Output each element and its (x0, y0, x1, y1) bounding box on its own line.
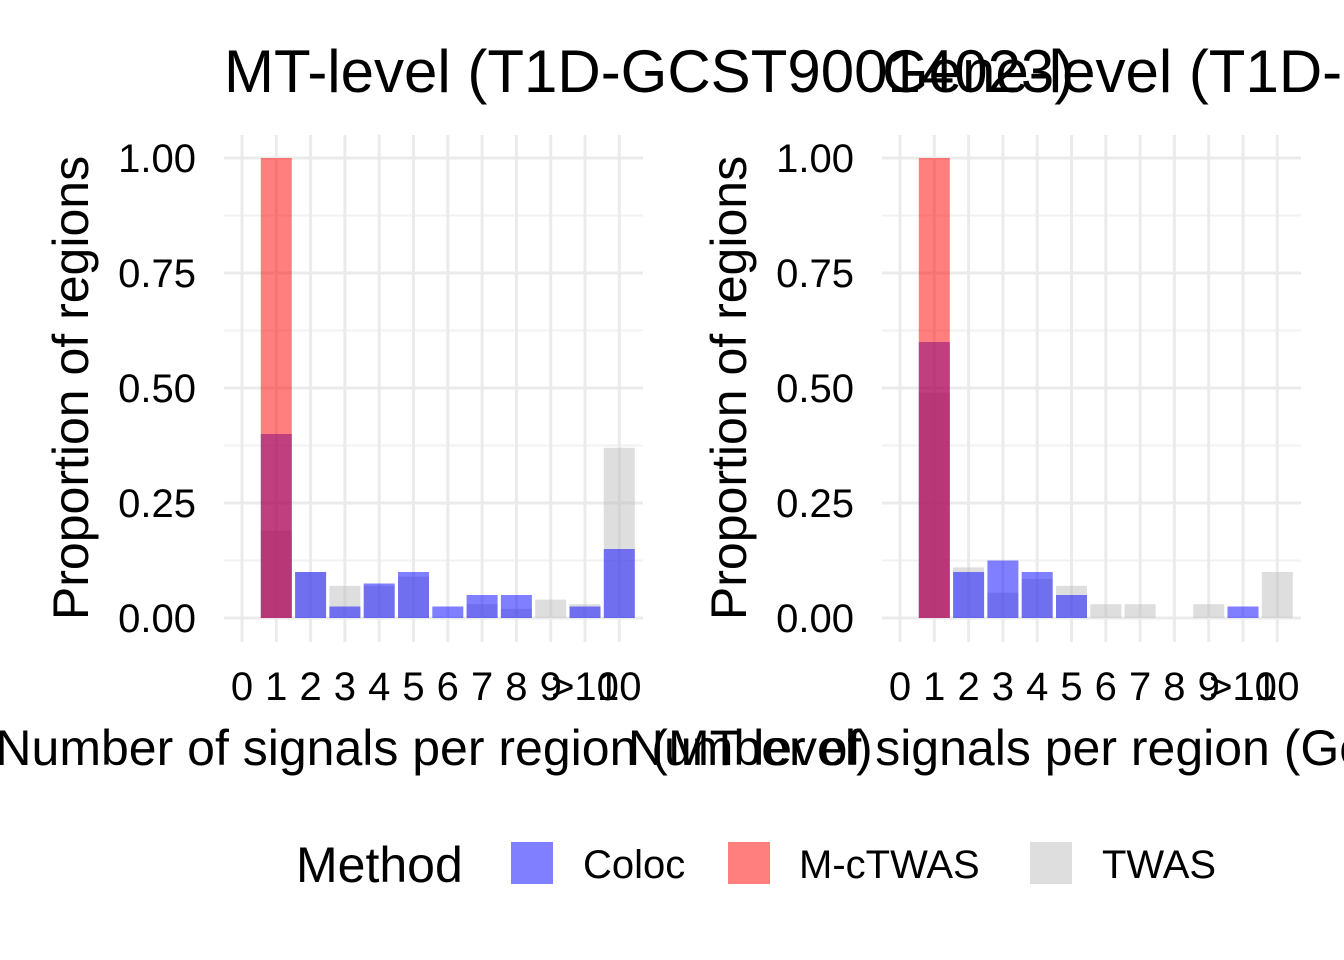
bar-twas-11 (1261, 572, 1293, 618)
x-tick-label: 10 (597, 665, 642, 709)
x-tick-label: 8 (505, 665, 527, 709)
y-tick-label: 0.50 (776, 367, 854, 411)
x-tick-label: 5 (1060, 665, 1082, 709)
bar-coloc-10 (569, 606, 601, 618)
legend-key-twas (1030, 842, 1072, 884)
bar-twas-7 (1124, 604, 1156, 618)
x-tick-label: 8 (1163, 665, 1185, 709)
x-tick-label: 7 (471, 665, 493, 709)
bar-coloc-3 (329, 606, 361, 618)
x-axis-label: Number of signals per region (MT level) (0, 720, 873, 776)
legend-label-coloc: Coloc (583, 843, 685, 887)
legend-key-coloc (511, 842, 553, 884)
bar-coloc-7 (466, 595, 498, 618)
y-tick-label: 0.75 (118, 252, 196, 296)
x-tick-label: 5 (402, 665, 424, 709)
x-tick-label: 3 (992, 665, 1014, 709)
y-tick-label: 1.00 (776, 137, 854, 181)
y-tick-label: 1.00 (118, 137, 196, 181)
y-tick-label: 0.25 (776, 482, 854, 526)
x-tick-label: 1 (265, 665, 287, 709)
legend: Method Coloc M-cTWAS TWAS (296, 837, 1216, 893)
x-tick-label: 4 (1026, 665, 1048, 709)
x-tick-label: 4 (368, 665, 390, 709)
x-tick-label: 10 (1255, 665, 1300, 709)
bar-coloc-2 (295, 572, 327, 618)
y-axis-label: Proportion of regions (43, 156, 99, 620)
x-tick-label: 0 (231, 665, 253, 709)
x-tick-label: 7 (1129, 665, 1151, 709)
x-tick-label: 2 (957, 665, 979, 709)
bar-mctwas-1 (260, 158, 292, 618)
legend-title: Method (296, 837, 463, 893)
y-tick-label: 0.25 (118, 482, 196, 526)
y-axis-label: Proportion of regions (701, 156, 757, 620)
x-tick-label: 2 (299, 665, 321, 709)
bar-coloc-3 (987, 560, 1019, 618)
x-tick-label: 6 (1095, 665, 1117, 709)
bar-coloc-10 (1227, 606, 1259, 618)
x-tick-label: 6 (437, 665, 459, 709)
bar-coloc-8 (500, 595, 532, 618)
y-tick-label: 0.50 (118, 367, 196, 411)
bar-coloc-11 (603, 549, 635, 618)
x-tick-label: >10 (551, 665, 619, 709)
bar-mctwas-1 (918, 158, 950, 618)
bar-coloc-2 (953, 572, 985, 618)
x-tick-label: 9 (540, 665, 562, 709)
bar-coloc-4 (363, 583, 395, 618)
bar-coloc-5 (398, 572, 429, 618)
x-tick-label: 3 (334, 665, 356, 709)
chart-title-1: MT-level (T1D-GCST90014023) (224, 38, 1074, 105)
x-tick-label: >10 (1209, 665, 1277, 709)
legend-key-mctwas (728, 842, 770, 884)
chart-title-2: Gene-level (T1D-GCST90014023) (882, 38, 1344, 105)
x-axis-label: Number of signals per region (Gene level… (628, 720, 1344, 776)
x-tick-label: 1 (923, 665, 945, 709)
bar-coloc-5 (1056, 595, 1087, 618)
bar-twas-6 (1090, 604, 1122, 618)
y-tick-label: 0.00 (118, 597, 196, 641)
bar-twas-9 (535, 599, 567, 618)
x-tick-label: 9 (1198, 665, 1220, 709)
bar-coloc-6 (432, 606, 464, 618)
bar-twas-9 (1193, 604, 1225, 618)
y-tick-label: 0.75 (776, 252, 854, 296)
legend-label-twas: TWAS (1102, 843, 1216, 887)
legend-label-mctwas: M-cTWAS (799, 843, 980, 887)
x-tick-label: 0 (889, 665, 911, 709)
y-tick-label: 0.00 (776, 597, 854, 641)
bar-coloc-4 (1021, 572, 1053, 618)
